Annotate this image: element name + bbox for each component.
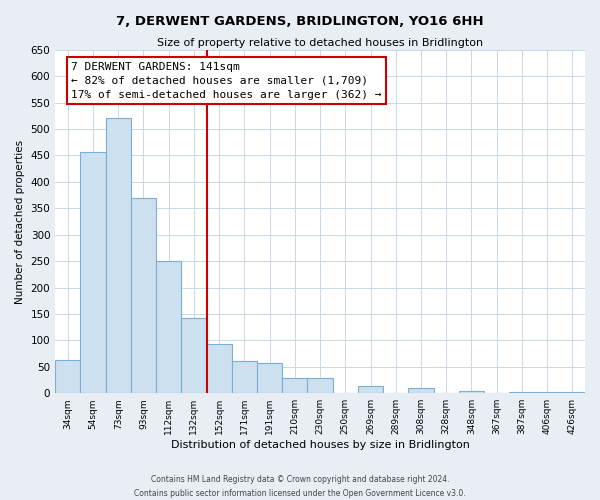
Bar <box>560 392 585 393</box>
Bar <box>459 390 484 393</box>
Bar <box>409 388 434 393</box>
Bar <box>232 362 257 393</box>
Bar <box>535 392 560 393</box>
X-axis label: Distribution of detached houses by size in Bridlington: Distribution of detached houses by size … <box>170 440 470 450</box>
Bar <box>156 261 181 393</box>
Bar <box>55 360 80 393</box>
Bar <box>206 344 232 393</box>
Bar <box>282 378 307 393</box>
Bar <box>307 378 332 393</box>
Bar <box>257 363 282 393</box>
Title: Size of property relative to detached houses in Bridlington: Size of property relative to detached ho… <box>157 38 483 48</box>
Bar <box>106 118 131 393</box>
Bar <box>358 386 383 393</box>
Text: Contains HM Land Registry data © Crown copyright and database right 2024.
Contai: Contains HM Land Registry data © Crown c… <box>134 476 466 498</box>
Bar <box>80 152 106 393</box>
Y-axis label: Number of detached properties: Number of detached properties <box>15 140 25 304</box>
Text: 7, DERWENT GARDENS, BRIDLINGTON, YO16 6HH: 7, DERWENT GARDENS, BRIDLINGTON, YO16 6H… <box>116 15 484 28</box>
Bar <box>131 198 156 393</box>
Bar <box>509 392 535 393</box>
Bar <box>181 318 206 393</box>
Text: 7 DERWENT GARDENS: 141sqm
← 82% of detached houses are smaller (1,709)
17% of se: 7 DERWENT GARDENS: 141sqm ← 82% of detac… <box>71 62 382 100</box>
